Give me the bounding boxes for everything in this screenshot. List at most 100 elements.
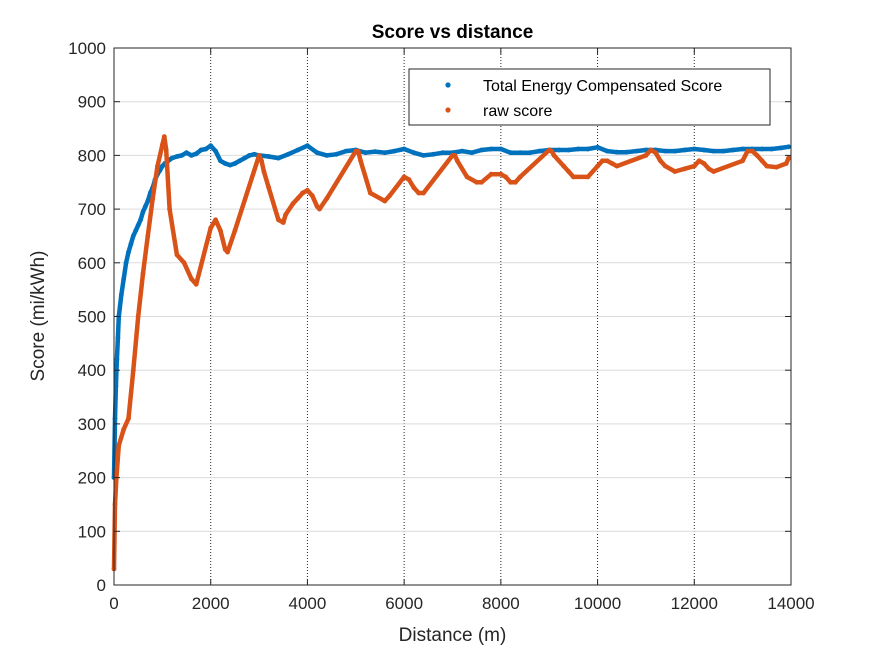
legend-box [408,68,771,126]
data-point [508,150,513,156]
data-point [116,443,122,448]
ticks [113,47,792,586]
y-tick-label: 200 [78,469,106,488]
data-point [517,150,523,156]
legend-marker-total [445,82,451,88]
data-point [764,163,770,169]
data-point [648,147,654,153]
data-point [283,212,289,217]
data-point [401,146,407,152]
series-total-energy-compensated-score [111,143,791,480]
data-point [614,149,620,155]
data-point [691,163,697,169]
data-point [123,260,129,266]
data-point [218,158,223,164]
data-point [114,357,120,362]
data-point [786,144,791,150]
data-point [701,161,707,166]
data-point [317,206,322,212]
data-point [786,155,791,161]
data-point [706,166,712,172]
data-point [261,169,267,174]
data-point [130,233,136,239]
data-point [759,146,765,152]
data-point [128,241,134,247]
data-point [411,150,417,156]
data-point [222,161,228,166]
data-point [749,148,755,154]
data-point [367,190,373,196]
data-point [355,148,361,154]
data-point [266,154,272,159]
data-point [259,158,264,164]
data-point [488,171,494,177]
data-point [643,153,649,158]
data-point [126,249,131,255]
data-point [561,163,567,169]
data-point [208,225,214,231]
data-point [193,281,199,287]
data-point [358,158,363,164]
data-point [556,147,562,153]
y-tick-label: 500 [78,308,106,327]
data-point [167,206,173,212]
data-point [225,249,231,255]
data-point [479,147,484,153]
y-tick-label: 800 [78,146,106,165]
data-point [382,150,388,156]
series-raw-score [111,134,791,572]
data-point [662,148,668,154]
data-point [696,158,702,164]
data-point [169,155,175,161]
data-point [232,228,238,234]
data-point [140,209,146,215]
data-point [740,158,745,164]
data-point [130,367,136,373]
data-point [609,161,615,166]
data-point [575,146,581,152]
data-point [653,150,658,156]
data-point [416,190,422,196]
y-tick-label: 300 [78,415,106,434]
data-point [189,276,194,282]
data-point [392,148,397,154]
data-point [600,158,605,164]
data-point [309,193,315,199]
data-point [203,146,209,152]
data-point [662,163,668,169]
legend-label-raw: raw score [483,103,552,120]
data-point [115,335,121,341]
x-tick-label: 2000 [192,594,230,613]
x-tick-label: 12000 [671,594,718,613]
data-point [135,222,141,228]
data-point [774,164,779,170]
data-point [174,252,180,258]
x-tick-label: 8000 [482,594,520,613]
data-point [112,416,118,421]
data-point [682,166,687,172]
data-point [295,147,301,153]
data-point [474,179,480,185]
data-point [452,153,458,158]
data-point [604,148,610,154]
x-tick-label: 4000 [289,594,327,613]
data-point [112,502,118,507]
y-tick-label: 0 [97,576,106,595]
legend-marker-raw [445,107,451,113]
data-point [624,149,629,155]
data-point [745,148,750,154]
data-point [276,217,281,223]
data-point [720,148,726,154]
data-point [382,198,388,204]
data-point [334,151,339,157]
data-point [387,193,392,199]
data-point [614,163,620,169]
data-point [604,158,610,164]
data-point [121,276,127,282]
data-point [161,134,167,140]
data-point [701,147,707,153]
data-point [140,271,146,276]
data-point [479,179,484,185]
data-point [143,204,148,209]
tick-labels: 0 2000 4000 6000 8000 10000 12000 14000 0 100 200 3… [68,39,814,613]
